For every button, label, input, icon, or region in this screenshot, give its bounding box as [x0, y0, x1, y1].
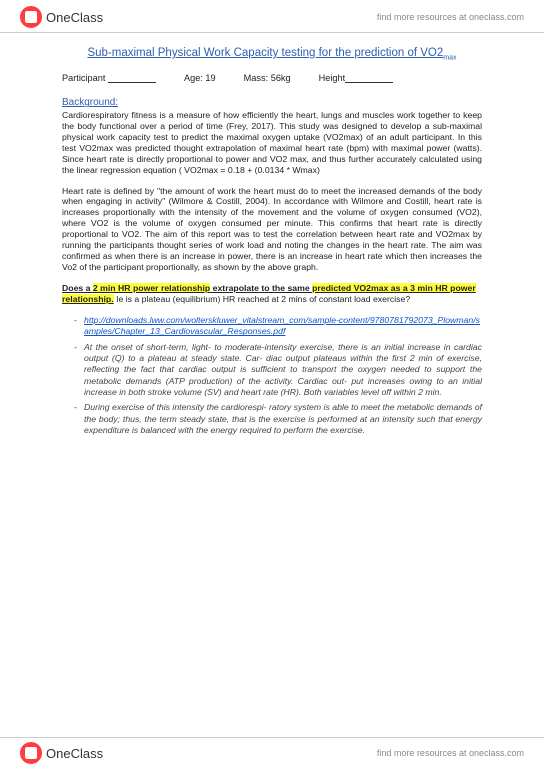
- mass-label: Mass: 56kg: [244, 73, 291, 83]
- footer-logo-icon: [20, 742, 42, 764]
- background-paragraph-1: Cardiorespiratory fitness is a measure o…: [62, 110, 482, 175]
- q-pre: Does a: [62, 283, 93, 293]
- background-paragraph-2: Heart rate is defined by "the amount of …: [62, 186, 482, 273]
- background-heading: Background:: [62, 97, 482, 108]
- logo-icon: [20, 6, 42, 28]
- page-header: OneClass find more resources at oneclass…: [0, 0, 544, 33]
- header-tagline: find more resources at oneclass.com: [377, 12, 524, 22]
- participant-blank: [108, 74, 156, 83]
- reference-link-item: http://downloads.lww.com/wolterskluwer_v…: [74, 315, 482, 338]
- participant-text: Participant: [62, 73, 105, 83]
- height-label: Height: [319, 73, 394, 83]
- footer-brand-logo: OneClass: [20, 742, 103, 764]
- bullet-2: During exercise of this intensity the ca…: [74, 402, 482, 436]
- q-highlight-1: 2 min HR power relationship: [93, 283, 210, 293]
- document-title: Sub-maximal Physical Work Capacity testi…: [62, 47, 482, 61]
- footer-tagline: find more resources at oneclass.com: [377, 748, 524, 758]
- title-subscript: max: [443, 54, 456, 61]
- reference-list: http://downloads.lww.com/wolterskluwer_v…: [62, 315, 482, 436]
- research-question: Does a 2 min HR power relationship extra…: [62, 283, 482, 306]
- age-label: Age: 19: [184, 73, 216, 83]
- q-mid: extrapolate to the same: [210, 283, 312, 293]
- document-body: Sub-maximal Physical Work Capacity testi…: [0, 33, 544, 436]
- footer-brand-name: OneClass: [46, 746, 103, 761]
- participant-label: Participant: [62, 73, 156, 83]
- participant-row: Participant Age: 19 Mass: 56kg Height: [62, 73, 482, 83]
- page-footer: OneClass find more resources at oneclass…: [0, 737, 544, 770]
- q-post: Ie is a plateau (equilibrium) HR reached…: [114, 294, 411, 304]
- bullet-1: At the onset of short-term, light- to mo…: [74, 342, 482, 399]
- height-blank: [345, 74, 393, 83]
- reference-link[interactable]: http://downloads.lww.com/wolterskluwer_v…: [84, 315, 482, 338]
- brand-name: OneClass: [46, 10, 103, 25]
- height-text: Height: [319, 73, 346, 83]
- title-main: Sub-maximal Physical Work Capacity testi…: [87, 47, 443, 59]
- brand-logo: OneClass: [20, 6, 103, 28]
